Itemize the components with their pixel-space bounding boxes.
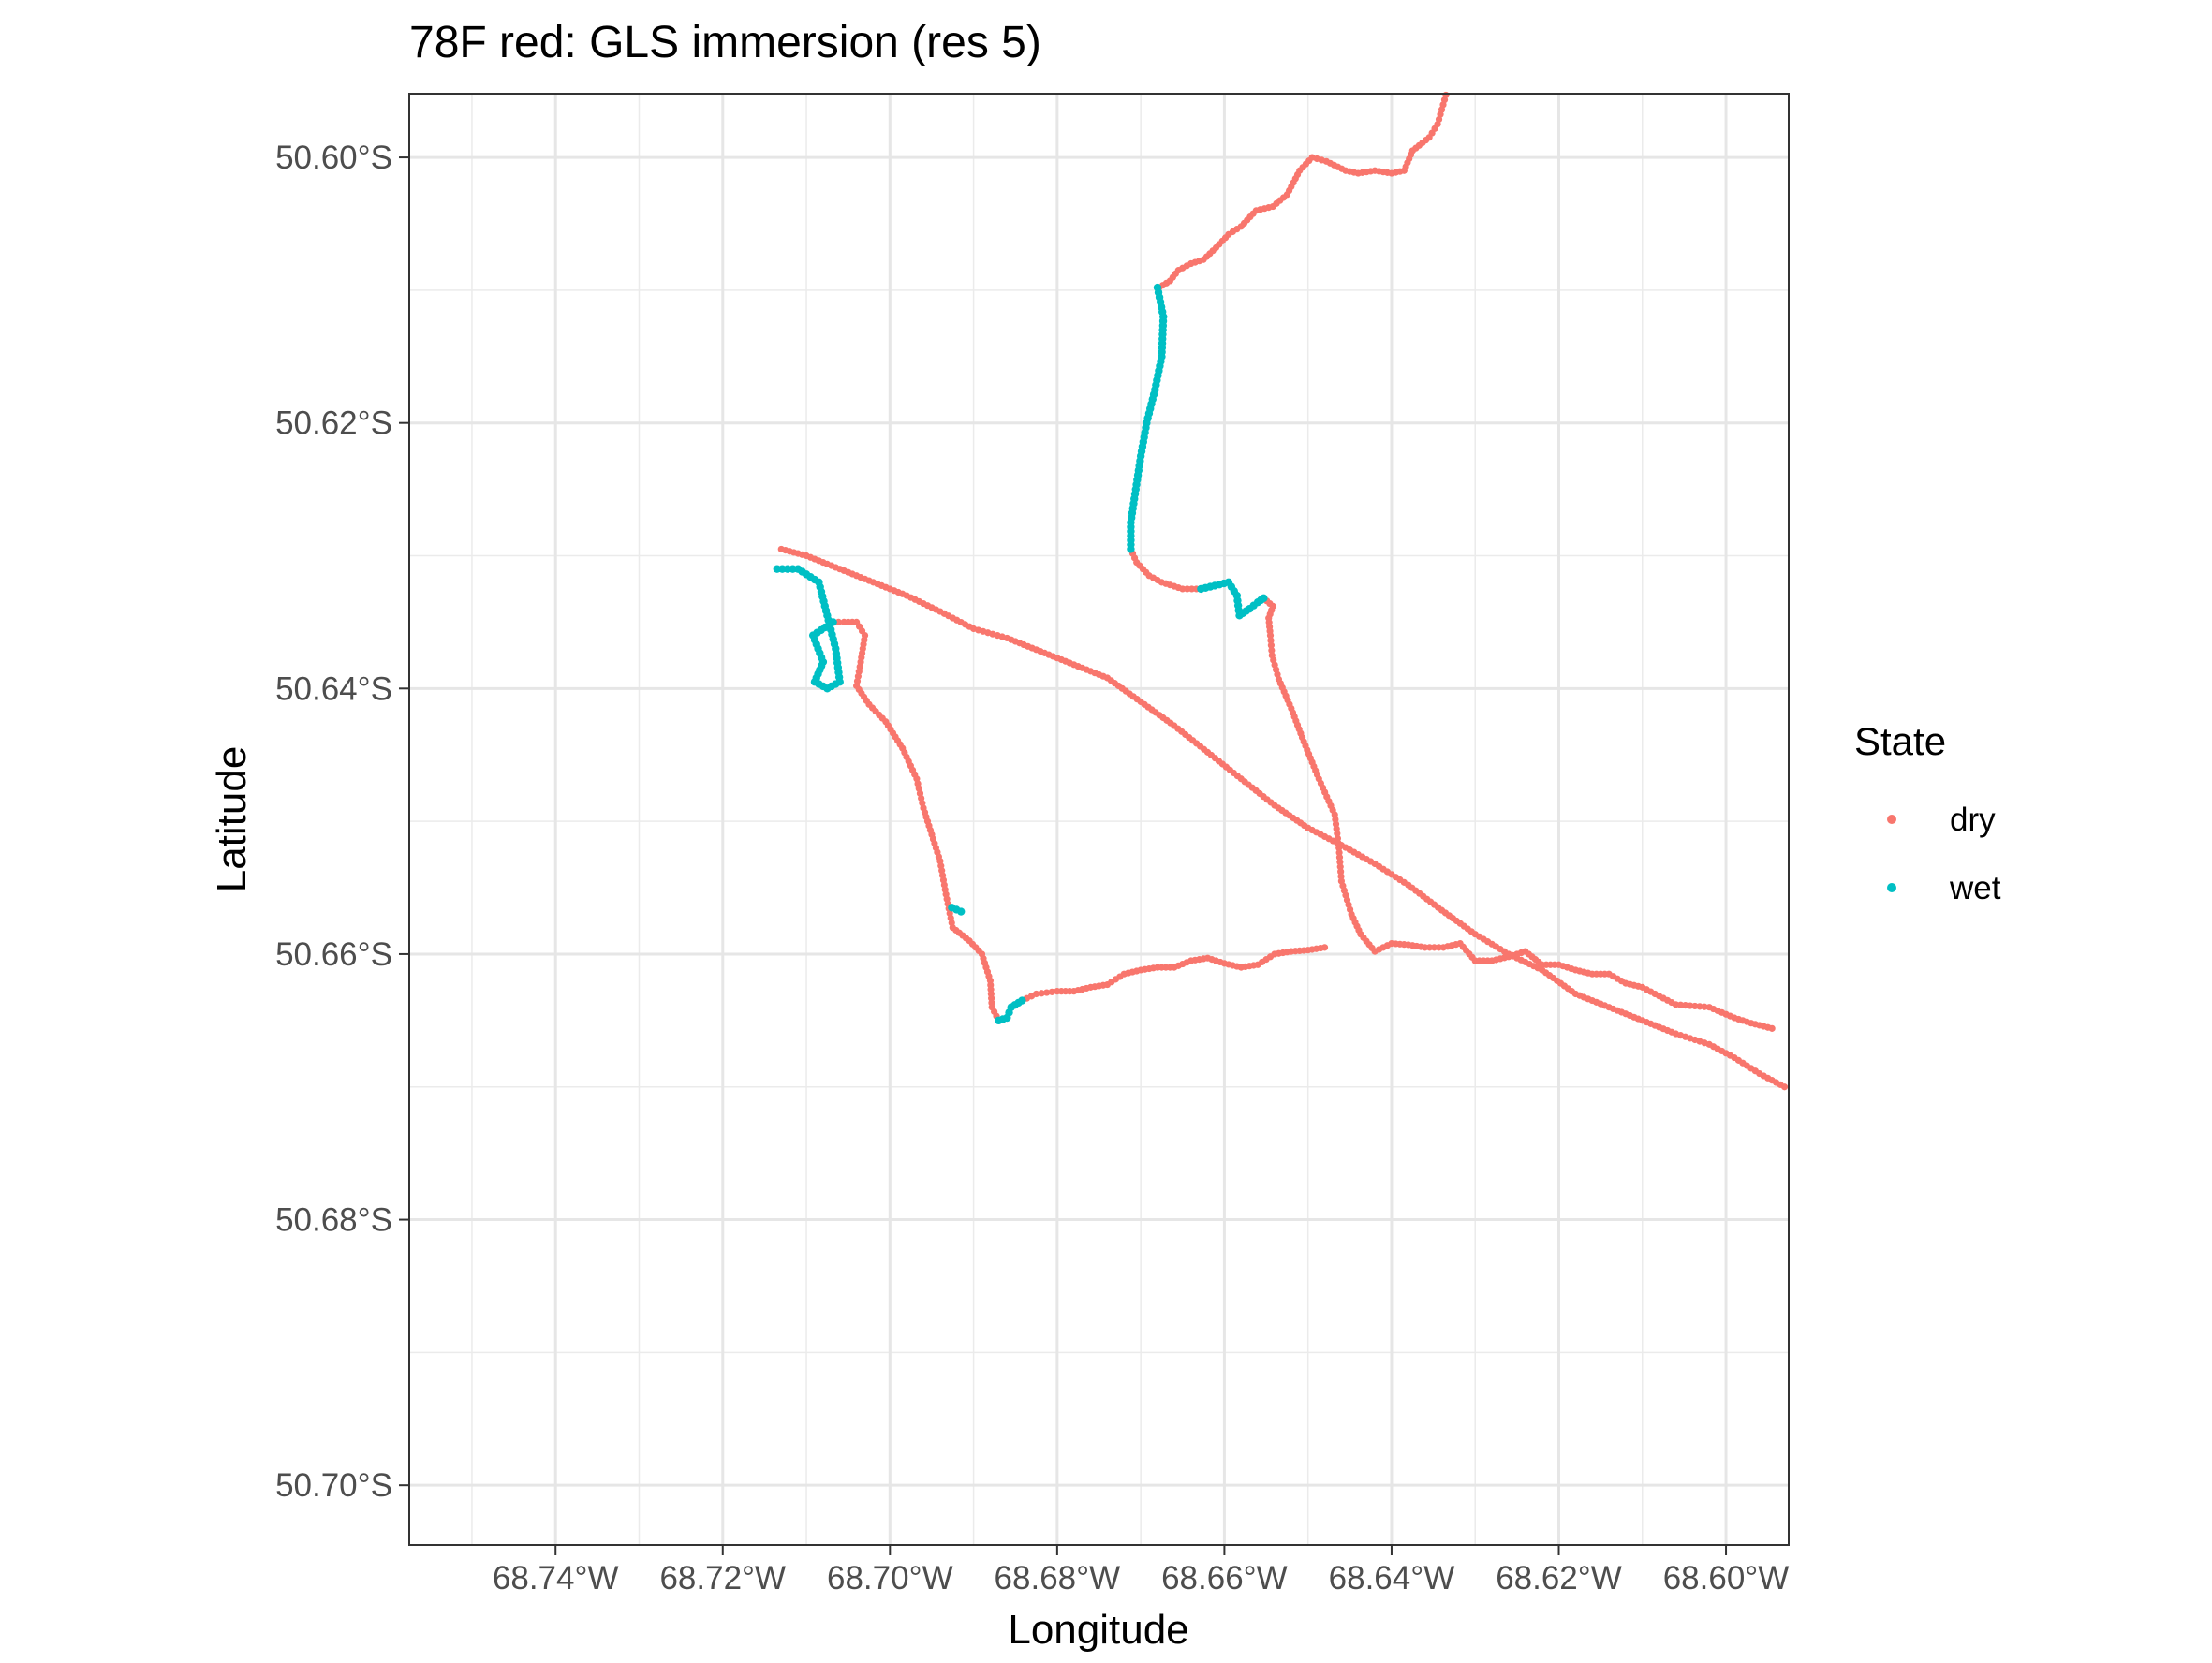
- data-point-dry: [1043, 989, 1051, 996]
- x-tick-label: 68.62°W: [1496, 1560, 1622, 1597]
- data-point-dry: [1048, 988, 1055, 995]
- plot-panel: [409, 94, 1789, 1545]
- data-point-dry: [1267, 641, 1276, 649]
- x-tick-label: 68.68°W: [995, 1560, 1121, 1597]
- grid-lines: [409, 94, 1789, 1545]
- y-tick-label: 50.62°S: [275, 405, 392, 442]
- x-tick-label: 68.64°W: [1329, 1560, 1455, 1597]
- x-tick-label: 68.72°W: [659, 1560, 786, 1597]
- legend-key-wet: [1887, 883, 1896, 892]
- legend-title: State: [1854, 719, 1946, 763]
- y-axis-title: Latitude: [209, 746, 255, 893]
- plot-panel-border: [408, 93, 1790, 1546]
- legend-key-dry: [1887, 815, 1896, 824]
- y-tick-label: 50.68°S: [275, 1202, 392, 1239]
- data-point-dry: [1320, 944, 1329, 951]
- x-tick-label: 68.60°W: [1663, 1560, 1790, 1597]
- legend: State dry wet: [1854, 719, 2001, 906]
- chart-title: 78F red: GLS immersion (res 5): [409, 18, 1041, 67]
- data-point-dry: [834, 618, 843, 626]
- data-points: [773, 91, 1789, 1091]
- x-tick-label: 68.66°W: [1161, 1560, 1288, 1597]
- y-tick-label: 50.60°S: [275, 140, 392, 176]
- legend-label-wet: wet: [1949, 870, 2001, 906]
- y-tick-label: 50.70°S: [275, 1467, 392, 1504]
- series-wet: [773, 283, 1268, 1025]
- axes: 68.74°W 68.72°W 68.70°W 68.68°W 68.66°W 68.64…: [275, 140, 1789, 1597]
- data-point-wet: [1260, 594, 1268, 603]
- data-point-wet: [956, 907, 966, 916]
- legend-label-dry: dry: [1950, 802, 1996, 838]
- data-point-dry: [1267, 637, 1275, 644]
- y-tick-label: 50.66°S: [275, 936, 392, 973]
- legend-entries: dry wet: [1887, 802, 2001, 906]
- x-tick-label: 68.70°W: [827, 1560, 953, 1597]
- y-tick-label: 50.64°S: [275, 670, 392, 707]
- data-point-dry: [1032, 990, 1040, 998]
- data-point-wet: [1127, 545, 1135, 553]
- x-tick-label: 68.74°W: [493, 1560, 619, 1597]
- data-point-dry: [1266, 631, 1275, 640]
- data-point-dry: [1038, 990, 1045, 997]
- x-axis-title: Longitude: [1008, 1607, 1188, 1653]
- data-point-wet: [829, 618, 837, 626]
- data-point-dry: [1780, 1083, 1789, 1091]
- data-point-dry: [1768, 1024, 1776, 1032]
- data-point-wet: [1018, 996, 1026, 1005]
- series-dry: [777, 91, 1789, 1091]
- data-point-dry: [1268, 646, 1276, 655]
